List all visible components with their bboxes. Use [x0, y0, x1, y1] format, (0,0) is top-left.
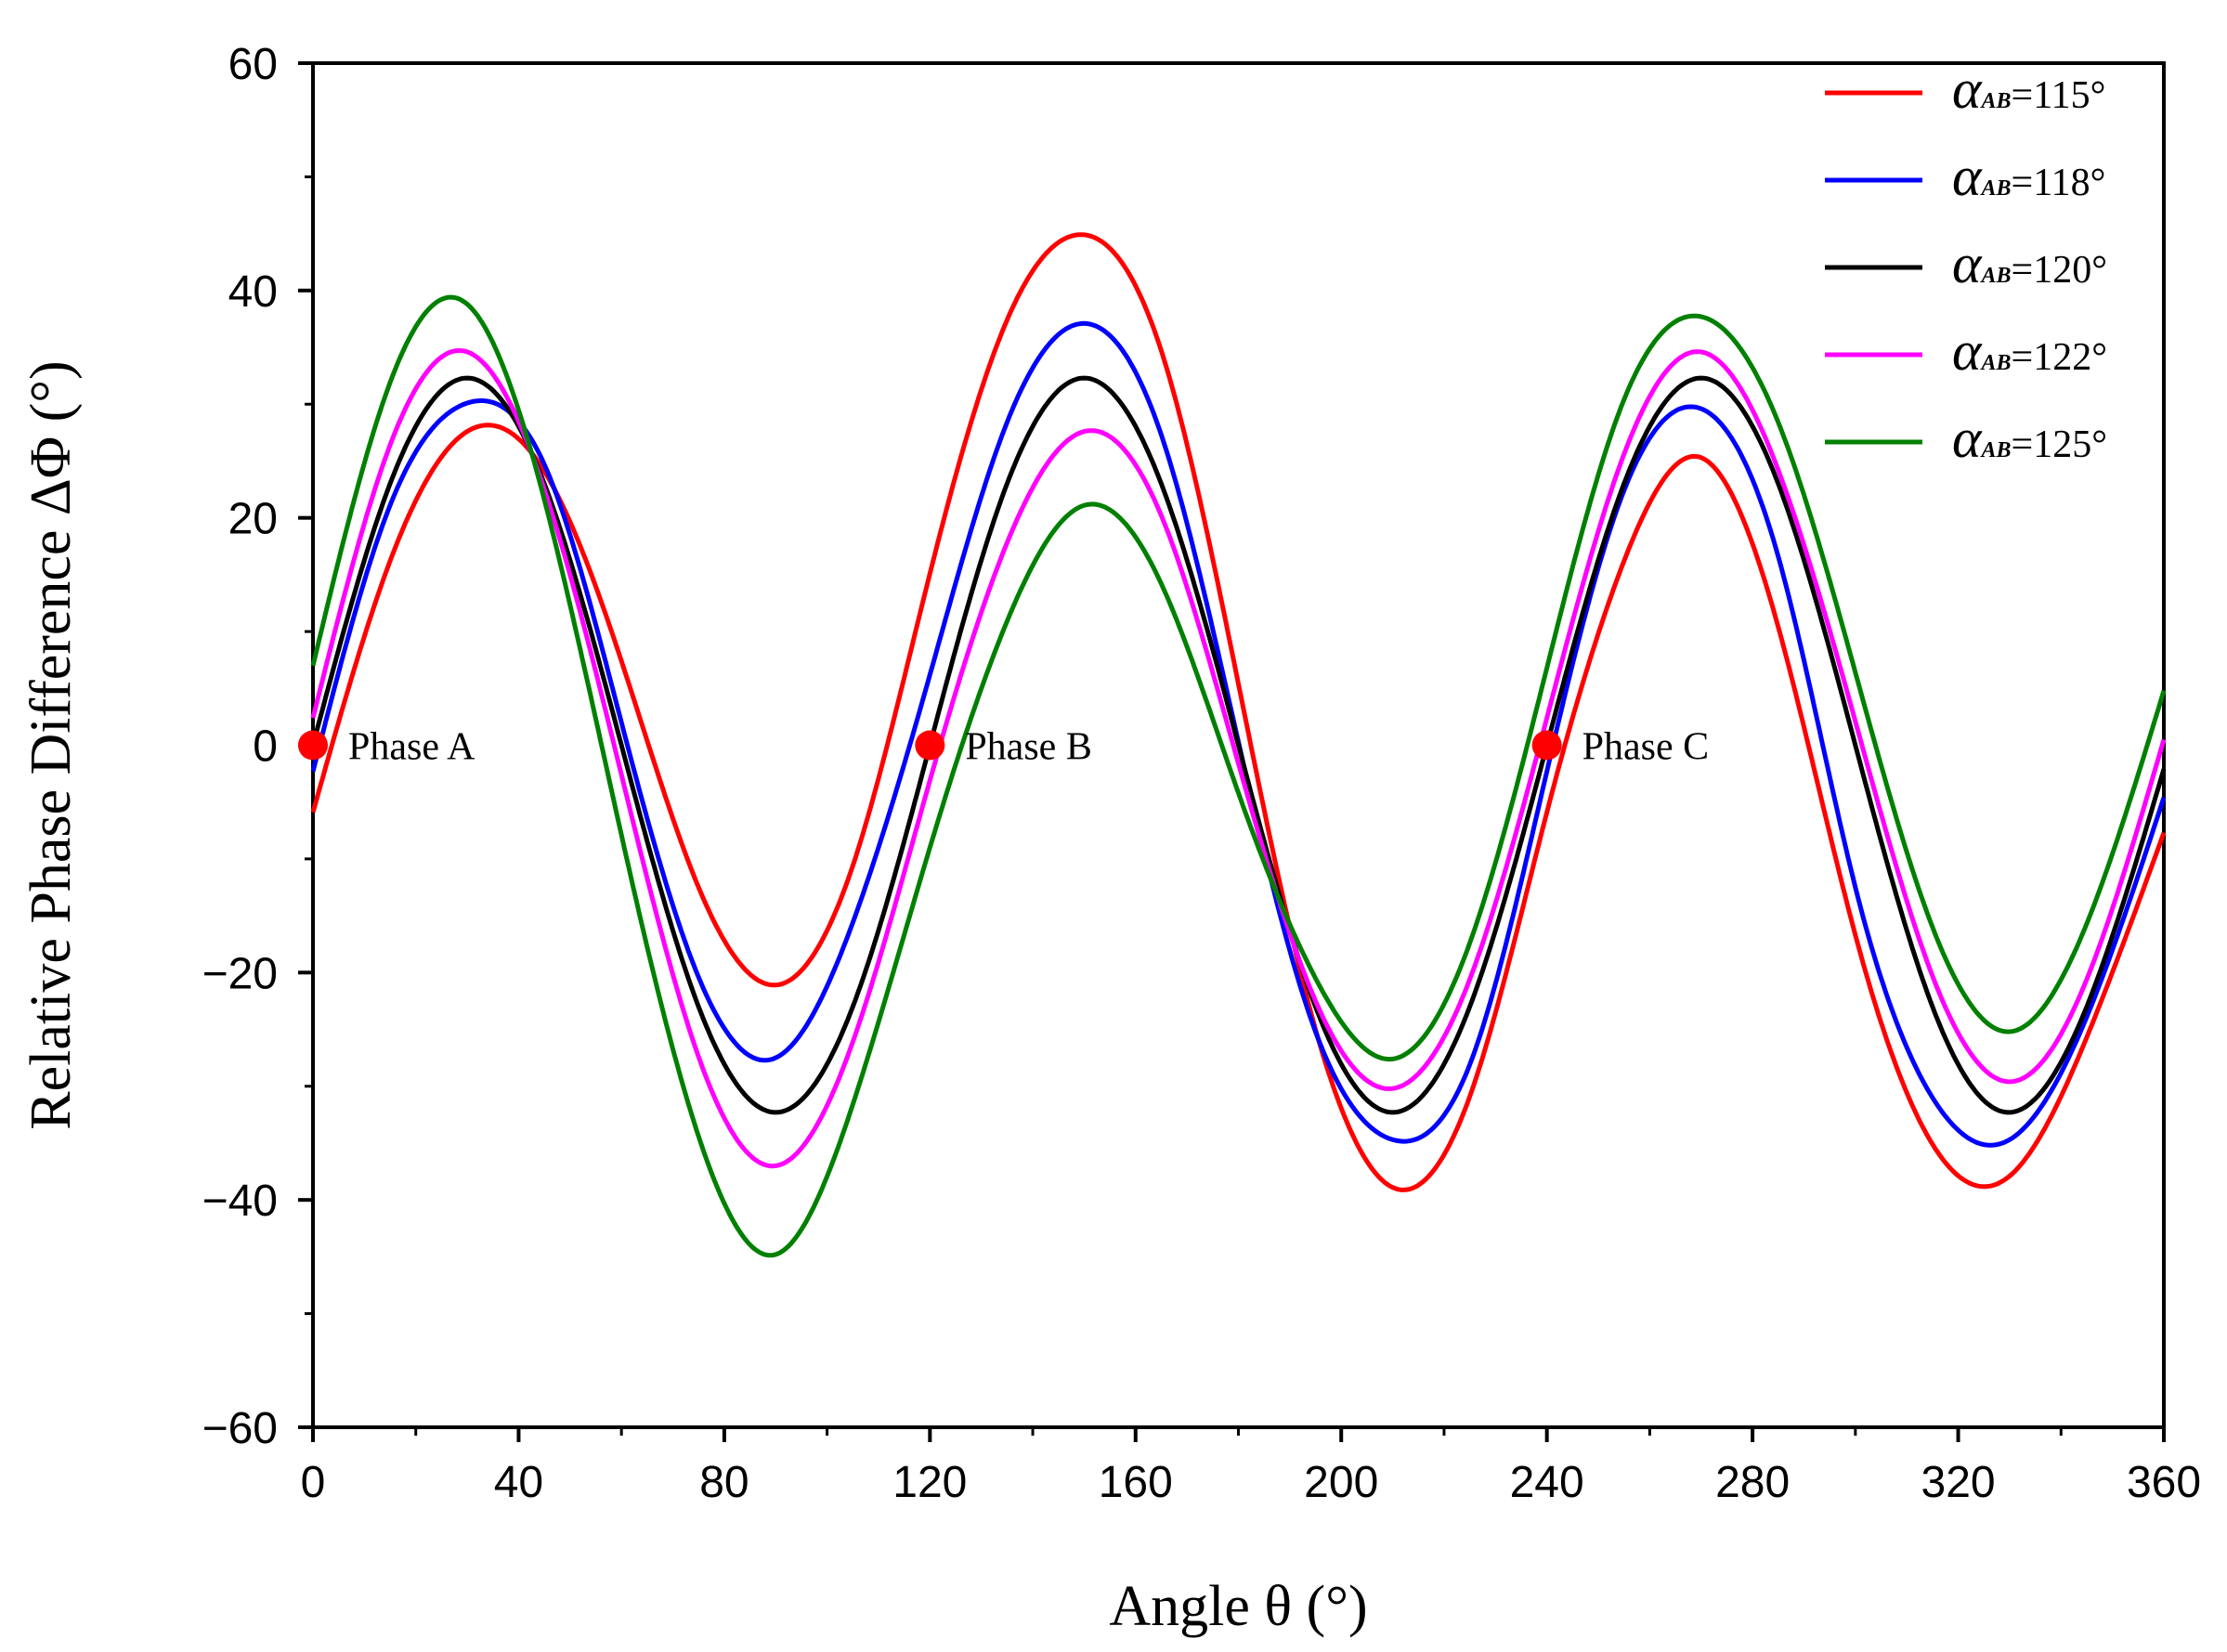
- y-axis-title: Relative Phase Difference ΔΦ (°): [20, 360, 83, 1129]
- phase-label: Phase B: [965, 726, 1092, 769]
- phase-annotations: Phase A Phase B Phase C: [298, 726, 1709, 769]
- x-tick-label: 0: [301, 1458, 326, 1507]
- legend: αAB=115°αAB=118°αAB=120°αAB=122°αAB=125°: [1825, 59, 2107, 469]
- y-tick-label: 60: [228, 40, 278, 89]
- x-tick-label: 200: [1304, 1458, 1378, 1507]
- x-tick-label: 240: [1510, 1458, 1584, 1507]
- legend-subscript: AB: [1980, 176, 2012, 201]
- phase-marker: [298, 730, 328, 761]
- legend-value: =120°: [2012, 249, 2107, 292]
- legend-subscript: AB: [1980, 89, 2012, 113]
- x-tick-label: 160: [1099, 1458, 1173, 1507]
- x-tick-label: 280: [1715, 1458, 1790, 1507]
- legend-label: αAB=120°: [1952, 233, 2107, 294]
- y-tick-label: −20: [202, 949, 278, 998]
- legend-subscript: AB: [1980, 264, 2012, 288]
- legend-value: =122°: [2012, 336, 2107, 379]
- y-tick-label: 0: [253, 722, 278, 772]
- series-line-3: [310, 348, 2167, 1169]
- y-axis: −60 −40 −20 0 20 40 60: [202, 40, 313, 1453]
- x-tick-label: 360: [2127, 1458, 2201, 1507]
- legend-subscript: AB: [1980, 351, 2012, 375]
- y-tick-label: −40: [202, 1177, 278, 1226]
- legend-label: αAB=122°: [1952, 320, 2107, 382]
- legend-alpha: α: [1952, 233, 1983, 294]
- x-tick-label: 320: [1921, 1458, 1996, 1507]
- series-lines: [310, 232, 2167, 1258]
- legend-alpha: α: [1952, 320, 1983, 382]
- legend-label: αAB=125°: [1952, 408, 2107, 469]
- legend-value: =118°: [2012, 162, 2106, 204]
- x-tick-label: 40: [494, 1458, 543, 1507]
- series-line-2: [310, 375, 2167, 1115]
- legend-value: =125°: [2012, 423, 2107, 466]
- x-tick-label: 120: [892, 1458, 967, 1507]
- legend-label: αAB=118°: [1952, 146, 2105, 207]
- legend-alpha: α: [1952, 408, 1983, 469]
- x-axis-title: Angle θ (°): [1109, 1575, 1367, 1638]
- series-line-0: [310, 232, 2167, 1192]
- phase-label: Phase C: [1582, 726, 1710, 769]
- x-axis: 0 40 80 120 160 200 240 280 320 360: [301, 1427, 2201, 1507]
- legend-alpha: α: [1952, 59, 1983, 120]
- x-tick-label: 80: [699, 1458, 749, 1507]
- legend-value: =115°: [2012, 74, 2106, 117]
- y-tick-label: −60: [202, 1404, 278, 1453]
- legend-subscript: AB: [1980, 438, 2012, 462]
- legend-label: αAB=115°: [1952, 59, 2105, 120]
- phase-marker: [1531, 730, 1562, 761]
- phase-label: Phase A: [348, 726, 475, 769]
- phase-marker: [915, 730, 945, 761]
- legend-alpha: α: [1952, 146, 1983, 207]
- y-tick-label: 20: [228, 495, 278, 544]
- y-tick-label: 40: [228, 267, 278, 317]
- series-line-4: [310, 294, 2167, 1258]
